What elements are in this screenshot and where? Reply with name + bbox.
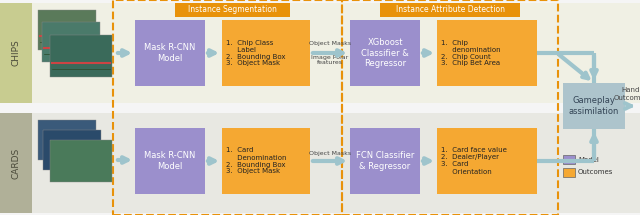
- Text: 1.  Card face value
2.  Dealer/Player
3.  Card
     Orientation: 1. Card face value 2. Dealer/Player 3. C…: [441, 147, 507, 175]
- Bar: [0, 103, 640, 113]
- Text: Mask R-CNN
Model: Mask R-CNN Model: [144, 43, 196, 63]
- Text: 1.  Card
     Denomination
2.  Bounding Box
3.  Object Mask: 1. Card Denomination 2. Bounding Box 3. …: [226, 147, 287, 175]
- Bar: [0, 3, 32, 103]
- Text: 1.  Chip
     denomination
2.  Chip Count
3.  Chip Bet Area: 1. Chip denomination 2. Chip Count 3. Ch…: [441, 40, 500, 66]
- Text: Object Masks: Object Masks: [309, 40, 351, 46]
- Text: CARDS: CARDS: [12, 147, 20, 179]
- Bar: [350, 128, 420, 194]
- Text: XGboost
Classifier &
Regressor: XGboost Classifier & Regressor: [361, 38, 409, 68]
- Bar: [50, 140, 112, 182]
- Bar: [437, 128, 537, 194]
- Bar: [0, 3, 640, 103]
- Bar: [135, 128, 205, 194]
- Bar: [222, 20, 310, 86]
- Bar: [222, 128, 310, 194]
- Bar: [563, 168, 575, 177]
- Text: Gameplay
assimilation: Gameplay assimilation: [569, 96, 619, 116]
- Bar: [563, 83, 625, 129]
- Bar: [135, 20, 205, 86]
- Text: Instance Attribute Detection: Instance Attribute Detection: [396, 6, 504, 14]
- Bar: [0, 113, 640, 213]
- Bar: [437, 20, 537, 86]
- Text: FCN Classifier
& Regressor: FCN Classifier & Regressor: [356, 151, 414, 171]
- Bar: [42, 22, 100, 62]
- Bar: [175, 3, 290, 17]
- Text: Mask R-CNN
Model: Mask R-CNN Model: [144, 151, 196, 171]
- Bar: [113, 0, 342, 215]
- Bar: [350, 20, 420, 86]
- Bar: [0, 113, 32, 213]
- Text: Model: Model: [578, 157, 599, 163]
- Text: Hand
Outcomes: Hand Outcomes: [613, 88, 640, 100]
- Text: Instance Segmentation: Instance Segmentation: [188, 6, 277, 14]
- Bar: [38, 120, 96, 160]
- Bar: [43, 130, 101, 170]
- Bar: [563, 155, 575, 164]
- Bar: [380, 3, 520, 17]
- Text: 1.  Chip Class
     Label
2.  Bounding Box
3.  Object Mask: 1. Chip Class Label 2. Bounding Box 3. O…: [226, 40, 285, 66]
- Bar: [38, 10, 96, 50]
- Text: Outcomes: Outcomes: [578, 169, 613, 175]
- Bar: [50, 35, 112, 77]
- Bar: [342, 0, 558, 215]
- Text: Object Masks: Object Masks: [309, 150, 351, 155]
- Text: Image Polar
features: Image Polar features: [312, 55, 349, 65]
- Text: CHIPS: CHIPS: [12, 40, 20, 66]
